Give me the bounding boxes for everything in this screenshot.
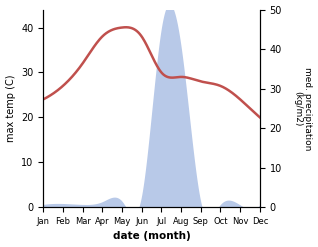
X-axis label: date (month): date (month) [113, 231, 190, 242]
Y-axis label: med. precipitation
(kg/m2): med. precipitation (kg/m2) [293, 67, 313, 150]
Y-axis label: max temp (C): max temp (C) [5, 75, 16, 142]
